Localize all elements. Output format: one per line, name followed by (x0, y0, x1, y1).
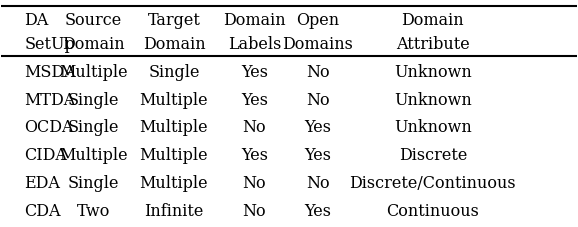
Text: Domain: Domain (223, 12, 286, 29)
Text: Domains: Domains (282, 36, 353, 53)
Text: Single: Single (68, 174, 119, 191)
Text: Multiple: Multiple (59, 64, 128, 80)
Text: EDA: EDA (24, 174, 60, 191)
Text: Labels: Labels (228, 36, 281, 53)
Text: MSDA: MSDA (24, 64, 76, 80)
Text: Multiple: Multiple (140, 174, 208, 191)
Text: Domain: Domain (143, 36, 205, 53)
Text: Multiple: Multiple (140, 147, 208, 163)
Text: Open: Open (296, 12, 339, 29)
Text: Source: Source (65, 12, 122, 29)
Text: Attribute: Attribute (396, 36, 470, 53)
Text: Single: Single (68, 91, 119, 108)
Text: Yes: Yes (304, 202, 331, 219)
Text: Yes: Yes (241, 64, 268, 80)
Text: MTDA: MTDA (24, 91, 76, 108)
Text: Unknown: Unknown (394, 119, 472, 136)
Text: DA: DA (24, 12, 49, 29)
Text: No: No (306, 174, 329, 191)
Text: Infinite: Infinite (144, 202, 203, 219)
Text: SetUp: SetUp (24, 36, 75, 53)
Text: No: No (243, 202, 266, 219)
Text: Multiple: Multiple (140, 119, 208, 136)
Text: Single: Single (148, 64, 200, 80)
Text: Domain: Domain (402, 12, 464, 29)
Text: Discrete/Continuous: Discrete/Continuous (350, 174, 516, 191)
Text: No: No (306, 91, 329, 108)
Text: Continuous: Continuous (386, 202, 479, 219)
Text: Domain: Domain (62, 36, 125, 53)
Text: Yes: Yes (304, 119, 331, 136)
Text: Two: Two (77, 202, 110, 219)
Text: No: No (243, 119, 266, 136)
Text: No: No (306, 64, 329, 80)
Text: CIDA: CIDA (24, 147, 67, 163)
Text: Discrete: Discrete (399, 147, 467, 163)
Text: Yes: Yes (241, 147, 268, 163)
Text: Unknown: Unknown (394, 91, 472, 108)
Text: Yes: Yes (241, 91, 268, 108)
Text: Multiple: Multiple (140, 91, 208, 108)
Text: Target: Target (147, 12, 201, 29)
Text: Single: Single (68, 119, 119, 136)
Text: No: No (243, 174, 266, 191)
Text: Multiple: Multiple (59, 147, 128, 163)
Text: Yes: Yes (304, 147, 331, 163)
Text: CDA: CDA (24, 202, 61, 219)
Text: OCDA: OCDA (24, 119, 74, 136)
Text: Unknown: Unknown (394, 64, 472, 80)
